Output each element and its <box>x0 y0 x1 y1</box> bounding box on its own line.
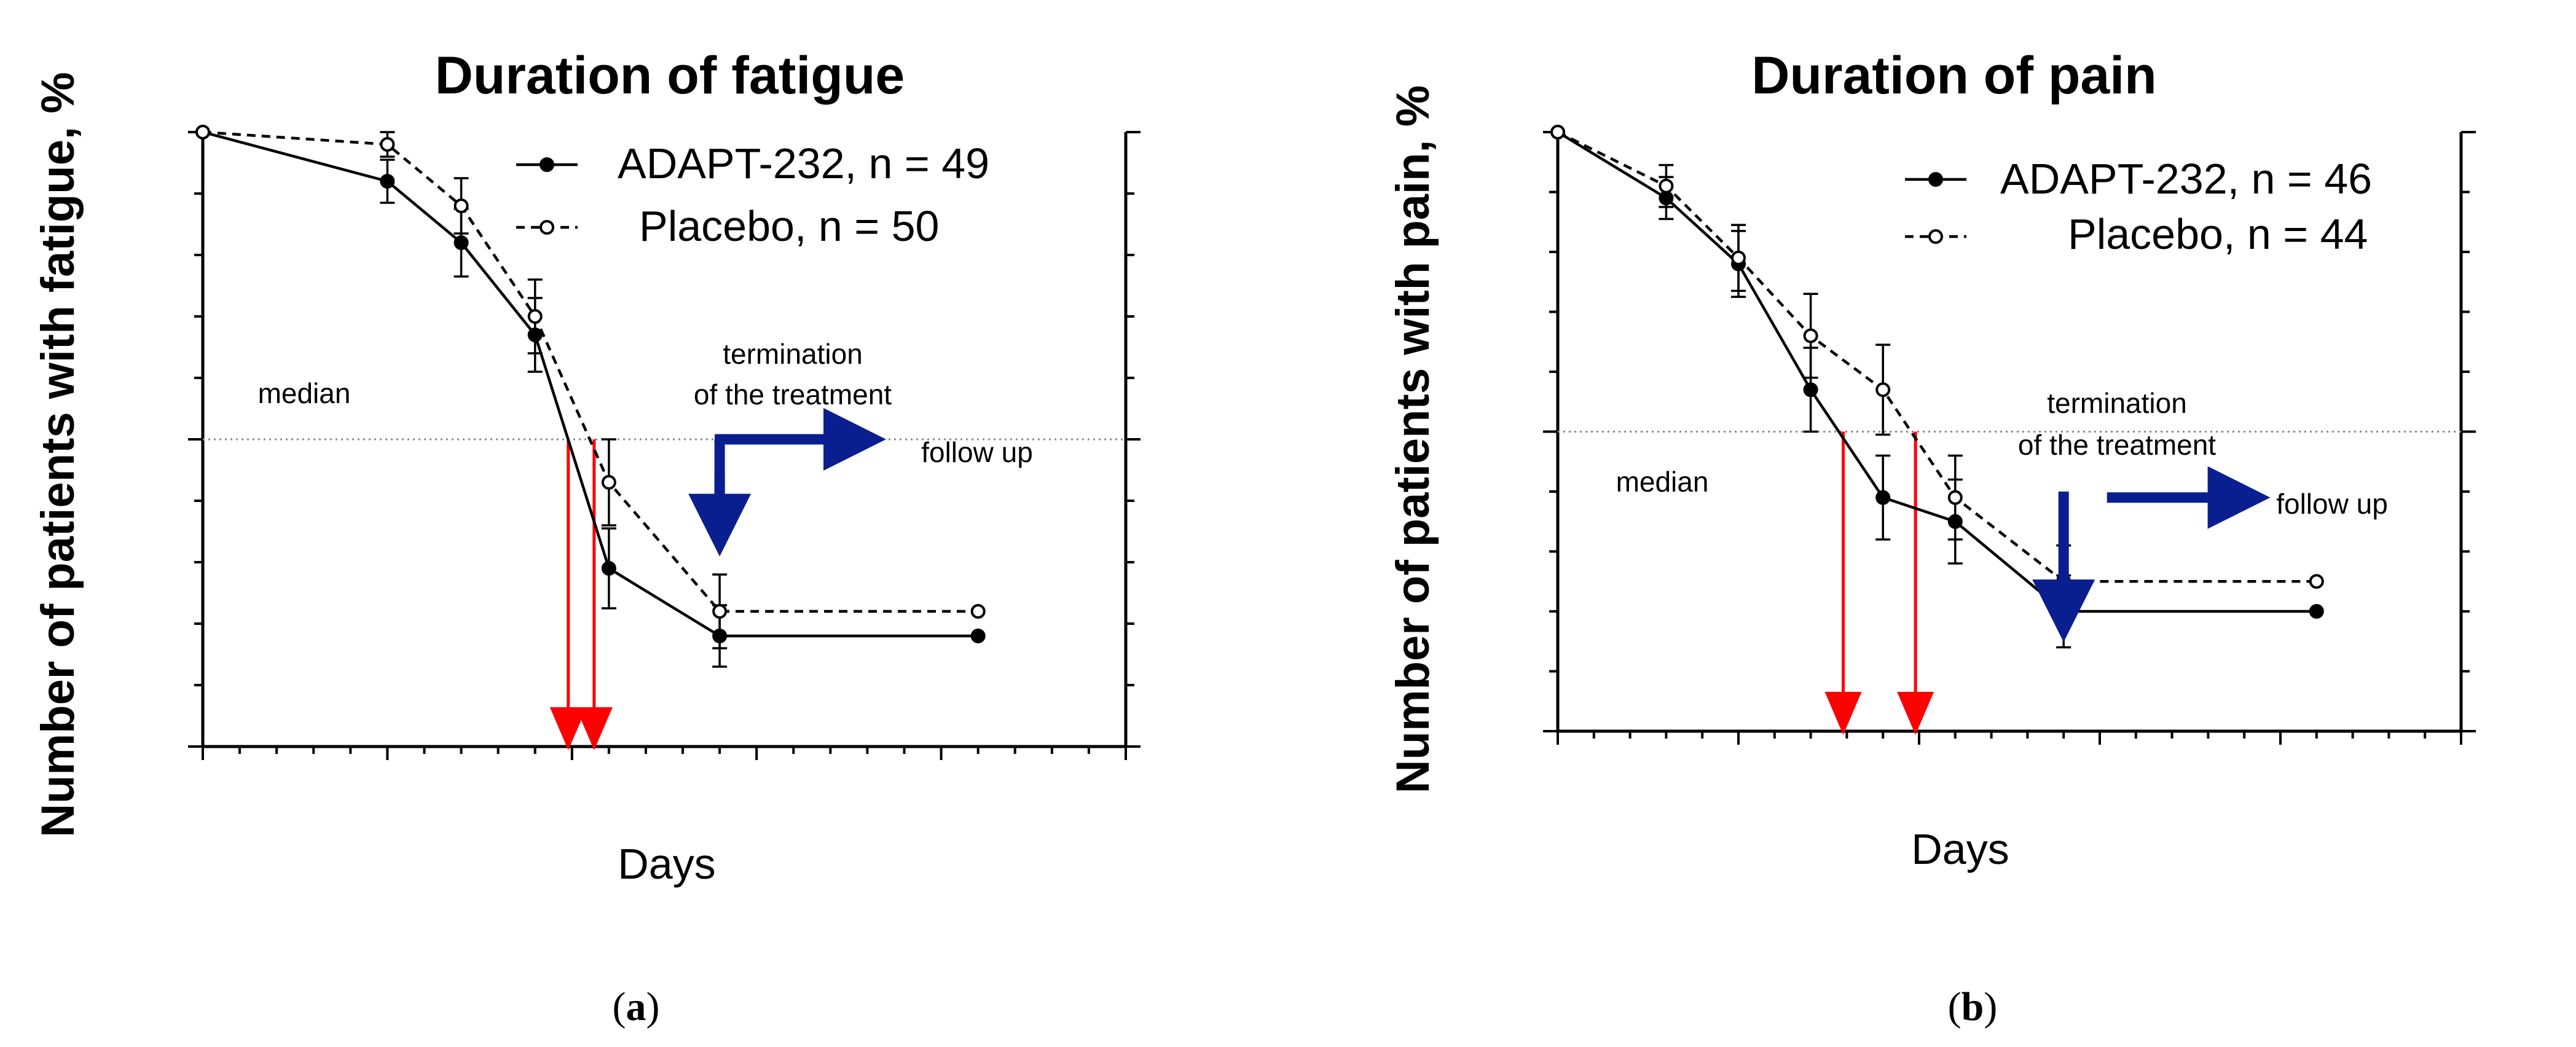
legend-label-placebo: Placebo, n = 44 <box>2068 210 2368 258</box>
termination-label-line2: of the treatment <box>2018 429 2216 461</box>
series-line-placebo <box>1557 130 2317 583</box>
follow-up-label: follow up <box>921 436 1033 468</box>
data-point <box>601 561 616 576</box>
data-point <box>2309 574 2324 589</box>
legend-label-adapt: ADAPT-232, n = 46 <box>2000 155 2372 203</box>
data-point <box>2309 604 2324 619</box>
legend-marker <box>540 220 554 235</box>
legend-marker <box>1928 229 1943 244</box>
legend-marker <box>1928 172 1943 187</box>
termination-label-line1: termination <box>723 338 863 370</box>
series-line-adapt <box>1557 131 2317 613</box>
data-point <box>712 604 728 619</box>
data-point <box>1803 328 1818 343</box>
termination-label-line2: of the treatment <box>694 378 892 410</box>
data-point <box>195 125 210 139</box>
median-label: median <box>258 377 351 409</box>
termination-label-line1: termination <box>2047 387 2187 419</box>
data-point <box>527 309 543 324</box>
data-point <box>1659 178 1674 194</box>
data-point <box>1947 490 1963 505</box>
data-point <box>1550 125 1565 139</box>
data-point <box>1875 382 1891 398</box>
legend-label-placebo: Placebo, n = 50 <box>639 202 939 250</box>
data-point <box>380 137 395 152</box>
y-axis-label: Number of patients with pain, % <box>1387 85 1439 794</box>
chart-title: Duration of pain <box>1751 46 2156 105</box>
data-point <box>454 235 469 250</box>
x-axis-label: Days <box>1911 825 2009 873</box>
panel-caption: (b) <box>1948 984 1998 1029</box>
data-point <box>970 604 986 619</box>
legend-label-adapt: ADAPT-232, n = 49 <box>618 139 989 187</box>
follow-up-label: follow up <box>2276 488 2388 520</box>
data-point <box>380 174 395 189</box>
data-point <box>1803 382 1818 398</box>
chart-pain: Duration of pain Number of patients with… <box>1387 46 2476 1029</box>
chart-fatigue: Duration of fatigue Number of patients w… <box>32 46 1141 1029</box>
chart-title: Duration of fatigue <box>435 46 905 105</box>
legend-marker <box>540 157 554 172</box>
data-point <box>970 629 986 643</box>
data-point <box>454 198 469 213</box>
data-point <box>601 475 616 490</box>
median-label: median <box>1616 466 1709 498</box>
y-axis-label: Number of patients with fatigue, % <box>32 72 84 837</box>
data-point <box>1875 490 1891 505</box>
x-axis-label: Days <box>618 840 715 888</box>
panel-caption: (a) <box>613 984 660 1029</box>
data-point <box>1731 250 1746 265</box>
